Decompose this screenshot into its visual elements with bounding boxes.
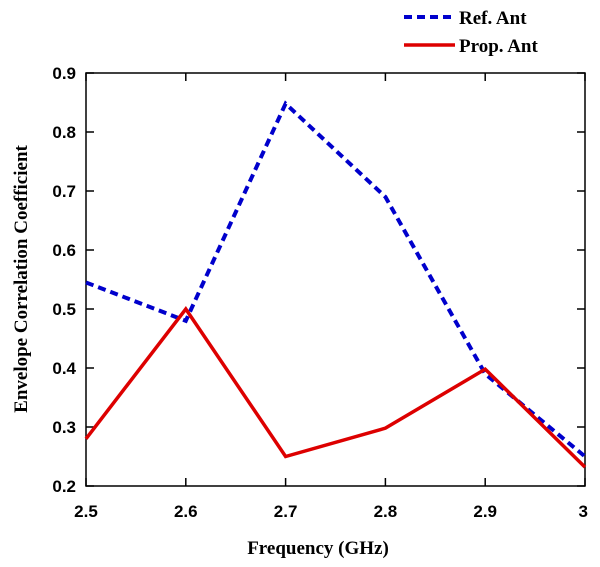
plot-frame [85, 72, 586, 487]
y-tick-label: 0.4 [52, 359, 76, 378]
x-tick-label: 2.6 [174, 502, 198, 521]
legend-label-ref-ant: Ref. Ant [459, 8, 527, 29]
x-tick-label: 2.7 [274, 502, 298, 521]
y-tick-label: 0.7 [52, 182, 76, 201]
x-tick-label: 2.8 [374, 502, 398, 521]
x-tick-label: 3 [579, 502, 588, 521]
x-tick-label: 2.9 [473, 502, 497, 521]
legend: Ref. Ant Prop. Ant [404, 8, 539, 57]
y-tick-label: 0.6 [52, 241, 76, 260]
series-line-ref-ant [85, 100, 587, 459]
y-axis-title: Envelope Correlation Coefficient [11, 144, 32, 412]
y-tick-label: 0.2 [52, 477, 76, 496]
y-tick-label: 0.9 [52, 64, 76, 83]
x-axis-title: Frequency (GHz) [247, 538, 389, 559]
axes: 0.2 0.3 0.4 0.5 0.6 0.7 0.8 0.9 2.5 2.6 2.7 2.8 2.9 3 [52, 64, 588, 521]
series-layer [84, 100, 587, 469]
x-tick-label: 2.5 [74, 502, 98, 521]
y-tick-label: 0.5 [52, 300, 76, 319]
series-line-prop-ant [84, 306, 587, 469]
y-tick-label: 0.8 [52, 123, 76, 142]
legend-label-prop-ant: Prop. Ant [459, 36, 539, 57]
y-tick-label: 0.3 [52, 418, 76, 437]
